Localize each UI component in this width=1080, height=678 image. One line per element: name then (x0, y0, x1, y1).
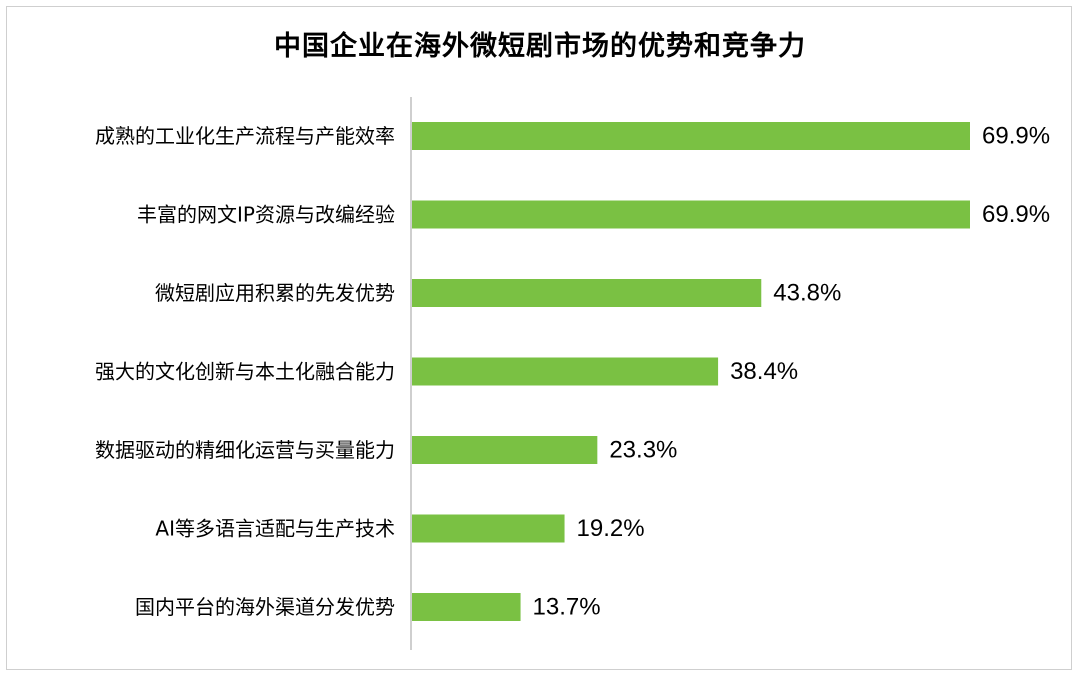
data-label: 13.7% (533, 594, 601, 621)
data-label: 23.3% (609, 437, 677, 464)
bar (412, 357, 719, 386)
data-label: 38.4% (730, 358, 798, 385)
bar (412, 279, 762, 307)
category-label: 数据驱动的精细化运营与买量能力 (95, 438, 395, 462)
bar (412, 122, 970, 150)
data-label: 69.9% (982, 123, 1050, 150)
category-label: AI等多语言适配与生产技术 (155, 517, 395, 541)
bar (412, 436, 598, 464)
bar (412, 200, 970, 229)
data-label: 69.9% (982, 201, 1050, 228)
bar (412, 514, 565, 543)
chart-title: 中国企业在海外微短剧市场的优势和竞争力 (274, 31, 806, 62)
chart-frame (6, 6, 1072, 670)
category-label: 强大的文化创新与本土化融合能力 (95, 360, 395, 384)
category-label: 成熟的工业化生产流程与产能效率 (95, 124, 395, 148)
data-label: 43.8% (773, 280, 841, 307)
data-label: 19.2% (577, 515, 645, 542)
category-label: 微短剧应用积累的先发优势 (155, 281, 395, 305)
category-label: 丰富的网文IP资源与改编经验 (137, 203, 395, 227)
bar (412, 593, 521, 621)
category-label: 国内平台的海外渠道分发优势 (135, 595, 395, 619)
